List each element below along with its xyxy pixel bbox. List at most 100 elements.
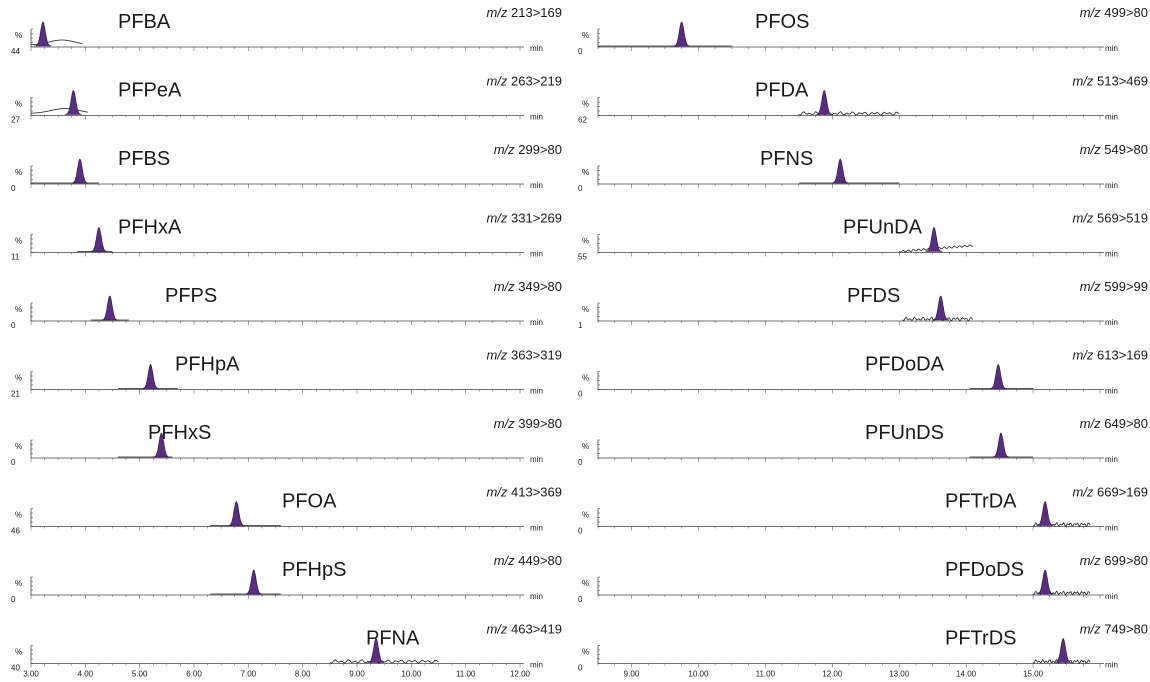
x-tick-label: 12.00 [510, 670, 531, 679]
y-unit-label: % [15, 100, 22, 109]
peak-pfhpa [141, 364, 159, 389]
x-tick-label: 7.00 [241, 670, 257, 679]
transition-label: m/z 513>469 [1072, 74, 1148, 89]
y-unit-label: % [582, 31, 589, 40]
y-min-label: 0 [11, 458, 16, 467]
y-unit-label: % [15, 442, 22, 451]
x-unit-label: min [1105, 318, 1118, 327]
x-unit-label: min [530, 250, 543, 259]
y-unit-label: % [15, 579, 22, 588]
peak-pfba [34, 21, 52, 47]
compound-label: PFHxA [118, 217, 182, 239]
y-min-label: 0 [11, 595, 16, 604]
x-unit-label: min [530, 524, 543, 533]
panel-pftrda: % 0 min PFTrDA m/z 669>169 [578, 485, 1148, 536]
panel-pfns: % 0 min PFNS m/z 549>80 [578, 142, 1148, 193]
y-min-label: 27 [11, 116, 20, 125]
y-unit-label: % [15, 374, 22, 383]
compound-label: PFDoDA [865, 354, 945, 376]
y-unit-label: % [582, 305, 589, 314]
panel-pfda: % 62 min PFDA m/z 513>469 [578, 74, 1148, 125]
panel-pfhpa: % 21 min PFHpA m/z 363>319 [11, 348, 562, 399]
x-tick-label: 10.00 [401, 670, 422, 679]
panel-pfhxs: % 0 min PFHxS m/z 399>80 [11, 416, 562, 467]
y-min-label: 0 [578, 664, 583, 673]
transition-label: m/z 413>369 [486, 485, 562, 500]
compound-label: PFTrDA [945, 491, 1017, 513]
y-unit-label: % [582, 442, 589, 451]
x-tick-label: 9.00 [624, 670, 640, 679]
y-min-label: 0 [578, 595, 583, 604]
y-min-label: 0 [11, 184, 16, 193]
y-unit-label: % [582, 648, 589, 657]
panel-pfhps: % 0 min PFHpS m/z 449>80 [11, 553, 562, 604]
panel-pftrds: % 0 min PFTrDS m/z 749>80 [578, 622, 1148, 673]
compound-label: PFDA [755, 80, 809, 102]
transition-label: m/z 349>80 [494, 279, 562, 294]
panel-pfna: % 40 min PFNA m/z 463>419 [11, 622, 562, 673]
x-tick-label: 5.00 [132, 670, 148, 679]
peak-pfna [367, 638, 385, 663]
panel-pfpea: % 27 min PFPeA m/z 263>219 [11, 74, 562, 125]
x-unit-label: min [530, 592, 543, 601]
compound-label: PFHxS [148, 422, 211, 444]
x-unit-label: min [1105, 524, 1118, 533]
compound-label: PFHpA [175, 354, 240, 376]
compound-label: PFNS [760, 148, 813, 170]
transition-label: m/z 499>80 [1080, 5, 1148, 20]
transition-label: m/z 263>219 [486, 74, 562, 89]
x-unit-label: min [1105, 592, 1118, 601]
y-unit-label: % [15, 168, 22, 177]
y-min-label: 40 [11, 664, 20, 673]
peak-pfos [673, 21, 691, 47]
peak-pfdods [1036, 569, 1054, 595]
x-unit-label: min [530, 387, 543, 396]
x-tick-label: 3.00 [23, 670, 39, 679]
transition-label: m/z 331>269 [486, 211, 562, 226]
panel-pfbs: % 0 min PFBS m/z 299>80 [11, 142, 562, 193]
peak-pfdoda [989, 364, 1007, 389]
y-min-label: 0 [578, 390, 583, 399]
y-unit-label: % [15, 305, 22, 314]
x-tick-label: 12.00 [822, 670, 843, 679]
transition-label: m/z 363>319 [486, 348, 562, 363]
x-tick-label: 4.00 [78, 670, 94, 679]
transition-label: m/z 299>80 [494, 142, 562, 157]
y-min-label: 1 [578, 321, 583, 330]
panel-pfdoda: % 0 min PFDoDA m/z 613>169 [578, 348, 1148, 399]
peak-pfns [831, 158, 849, 184]
y-unit-label: % [15, 237, 22, 246]
compound-label: PFPS [165, 285, 217, 307]
x-unit-label: min [1105, 661, 1118, 670]
x-tick-label: 15.00 [1023, 670, 1044, 679]
baseline-trace [31, 108, 89, 114]
transition-label: m/z 213>169 [486, 5, 562, 20]
x-tick-label: 14.00 [956, 670, 977, 679]
transition-label: m/z 613>169 [1072, 348, 1148, 363]
y-min-label: 11 [11, 253, 20, 262]
peak-pfunds [992, 432, 1010, 458]
panel-pfunds: % 0 min PFUnDS m/z 649>80 [578, 416, 1148, 467]
peak-pftrds [1054, 638, 1072, 663]
peak-pfhxs [152, 432, 170, 458]
compound-label: PFPeA [118, 80, 182, 102]
compound-label: PFOS [755, 11, 809, 33]
y-min-label: 62 [578, 116, 587, 125]
transition-label: m/z 569>519 [1072, 211, 1148, 226]
y-unit-label: % [15, 511, 22, 520]
peak-pfhxa [90, 227, 108, 252]
x-unit-label: min [1105, 250, 1118, 259]
transition-label: m/z 449>80 [494, 553, 562, 568]
compound-label: PFDoDS [945, 559, 1024, 581]
compound-label: PFBS [118, 148, 170, 170]
transition-label: m/z 599>99 [1080, 279, 1148, 294]
panel-pfdods: % 0 min PFDoDS m/z 699>80 [578, 553, 1148, 604]
peak-pfunda [925, 227, 943, 252]
y-min-label: 0 [578, 47, 583, 56]
transition-label: m/z 549>80 [1080, 142, 1148, 157]
peak-pfps [101, 295, 119, 321]
y-unit-label: % [582, 100, 589, 109]
compound-label: PFNA [366, 628, 420, 650]
y-min-label: 21 [11, 390, 20, 399]
y-min-label: 0 [578, 184, 583, 193]
